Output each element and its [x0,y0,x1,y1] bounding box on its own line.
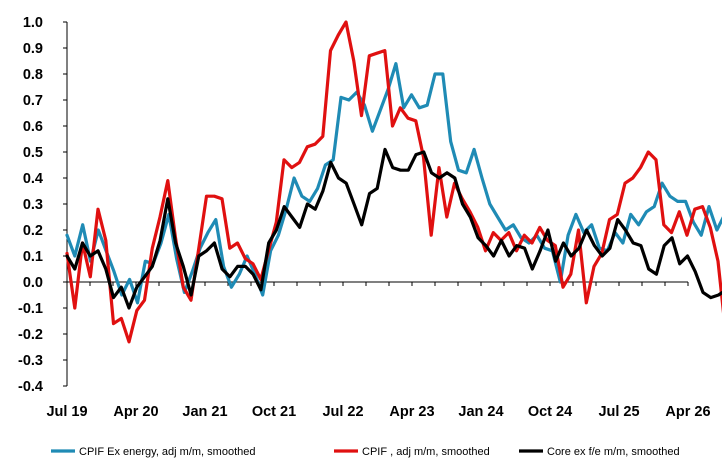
x-tick-label: Oct 21 [252,404,296,420]
y-tick-label: 0.8 [23,67,43,83]
legend-label: CPIF Ex energy, adj m/m, smoothed [79,446,255,458]
x-tick-label: Jul 22 [322,404,363,420]
series-line-2 [65,20,722,344]
x-tick-label: Apr 26 [665,404,710,420]
y-axis: 1.0 0.9 0.8 0.7 0.6 0.5 0.4 0.3 0.2 0.1 0.0 -0.1 -0.… [18,15,68,395]
y-tick-label: -0.4 [18,379,43,395]
y-tick-label: 0.9 [23,41,43,57]
series-lines [65,20,722,344]
legend-label: Core ex f/e m/m, smoothed [547,446,680,458]
x-tick-label: Jul 25 [598,404,639,420]
x-tick-label: Jul 19 [46,404,87,420]
x-tick-label: Apr 23 [389,404,434,420]
y-tick-label: 0.5 [23,145,43,161]
x-tick-label: Apr 20 [113,404,158,420]
y-tick-label: -0.2 [18,327,43,343]
series-line-1 [65,61,722,305]
y-tick-label: 0.3 [23,197,43,213]
x-tick-label: Jan 24 [458,404,503,420]
y-tick-label: -0.3 [18,353,43,369]
y-tick-label: 0.0 [23,275,43,291]
y-tick-label: 0.1 [23,249,43,265]
y-tick-label: -0.1 [18,301,43,317]
y-tick-label: 0.6 [23,119,43,135]
x-tick-label: Oct 24 [528,404,572,420]
x-tick-label: Jan 21 [182,404,227,420]
legend: CPIF Ex energy, adj m/m, smoothed CPIF , … [51,446,680,458]
x-axis: Jul 19 Apr 20 Jan 21 Oct 21 Jul 22 Apr 23 Jan … [46,281,711,420]
y-tick-label: 0.2 [23,223,43,239]
y-tick-label: 0.4 [23,171,43,187]
legend-label: CPIF , adj m/m, smoothed [362,446,490,458]
series-line-3 [65,147,722,310]
y-tick-label: 0.7 [23,93,43,109]
y-tick-label: 1.0 [23,15,43,31]
